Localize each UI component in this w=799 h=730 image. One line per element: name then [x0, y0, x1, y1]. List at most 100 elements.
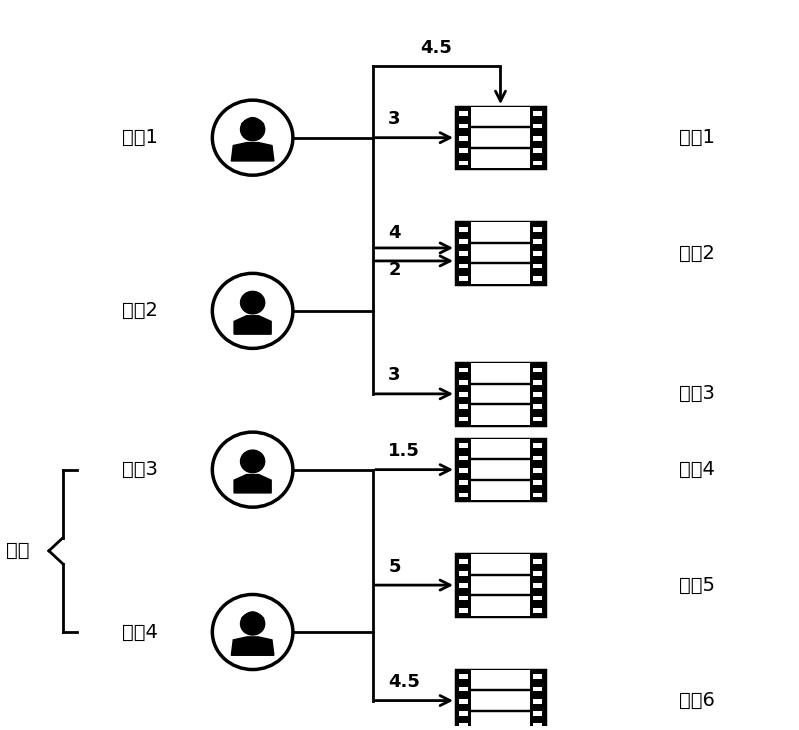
Bar: [533, 675, 542, 679]
Polygon shape: [232, 637, 274, 656]
Bar: [533, 368, 542, 372]
Bar: [459, 161, 467, 165]
Bar: [533, 596, 542, 601]
Circle shape: [213, 273, 293, 348]
Bar: [533, 443, 542, 448]
Polygon shape: [232, 142, 274, 161]
Bar: [471, 223, 530, 284]
Bar: [459, 239, 467, 244]
Bar: [459, 493, 467, 497]
Bar: [533, 723, 542, 729]
Bar: [459, 687, 467, 691]
Bar: [533, 123, 542, 128]
Bar: [459, 443, 467, 448]
Bar: [456, 439, 545, 500]
Bar: [459, 368, 467, 372]
Bar: [533, 493, 542, 497]
Bar: [456, 107, 545, 169]
Bar: [459, 571, 467, 576]
Bar: [533, 404, 542, 410]
Bar: [533, 608, 542, 612]
Bar: [533, 468, 542, 473]
Polygon shape: [242, 612, 264, 619]
Bar: [533, 264, 542, 269]
Circle shape: [213, 594, 293, 669]
Bar: [533, 148, 542, 153]
Bar: [459, 264, 467, 269]
Bar: [459, 276, 467, 281]
Bar: [459, 227, 467, 231]
Bar: [533, 571, 542, 576]
Text: 3: 3: [388, 110, 400, 128]
Circle shape: [240, 612, 264, 635]
Text: 4.5: 4.5: [388, 673, 420, 691]
Bar: [533, 380, 542, 385]
Bar: [533, 687, 542, 691]
Polygon shape: [242, 118, 264, 125]
Circle shape: [213, 432, 293, 507]
Text: 2: 2: [388, 261, 400, 279]
Bar: [459, 148, 467, 153]
Text: 电影6: 电影6: [678, 691, 714, 710]
Bar: [533, 239, 542, 244]
Bar: [459, 608, 467, 612]
Bar: [456, 555, 545, 616]
Bar: [471, 107, 530, 169]
Bar: [533, 417, 542, 421]
Bar: [459, 417, 467, 421]
Bar: [533, 699, 542, 704]
Bar: [459, 675, 467, 679]
Bar: [533, 711, 542, 716]
Text: 5: 5: [388, 558, 400, 576]
Bar: [456, 223, 545, 284]
Bar: [459, 136, 467, 141]
Text: 电影2: 电影2: [678, 244, 714, 263]
Bar: [533, 136, 542, 141]
Bar: [533, 161, 542, 165]
Text: 电影3: 电影3: [678, 385, 714, 404]
Bar: [533, 251, 542, 256]
Bar: [459, 711, 467, 716]
Text: 朋友: 朋友: [6, 542, 30, 561]
Text: 用户1: 用户1: [122, 128, 158, 147]
Bar: [459, 123, 467, 128]
Bar: [459, 480, 467, 485]
Text: 用户3: 用户3: [122, 460, 158, 479]
Bar: [459, 468, 467, 473]
Bar: [459, 583, 467, 588]
Bar: [459, 251, 467, 256]
Text: 1.5: 1.5: [388, 442, 420, 460]
Bar: [456, 364, 545, 425]
Text: 电影5: 电影5: [678, 576, 714, 595]
Bar: [459, 559, 467, 564]
Bar: [459, 699, 467, 704]
Bar: [533, 112, 542, 116]
Text: 电影4: 电影4: [678, 460, 714, 479]
Circle shape: [240, 450, 264, 472]
Bar: [459, 404, 467, 410]
Bar: [533, 227, 542, 231]
Bar: [459, 723, 467, 729]
Polygon shape: [234, 474, 271, 493]
Text: 用户4: 用户4: [122, 623, 158, 642]
Circle shape: [240, 118, 264, 141]
Text: 3: 3: [388, 366, 400, 385]
Bar: [471, 364, 530, 425]
Polygon shape: [234, 316, 271, 334]
Circle shape: [213, 100, 293, 175]
Circle shape: [240, 291, 264, 314]
Bar: [459, 380, 467, 385]
Bar: [471, 439, 530, 500]
Text: 4.5: 4.5: [420, 39, 452, 57]
Bar: [459, 112, 467, 116]
Bar: [471, 555, 530, 616]
Bar: [459, 596, 467, 601]
Bar: [471, 670, 530, 730]
Bar: [533, 583, 542, 588]
Text: 4: 4: [388, 224, 400, 242]
Bar: [533, 559, 542, 564]
Bar: [459, 456, 467, 461]
Bar: [533, 392, 542, 397]
Bar: [533, 480, 542, 485]
Bar: [533, 456, 542, 461]
